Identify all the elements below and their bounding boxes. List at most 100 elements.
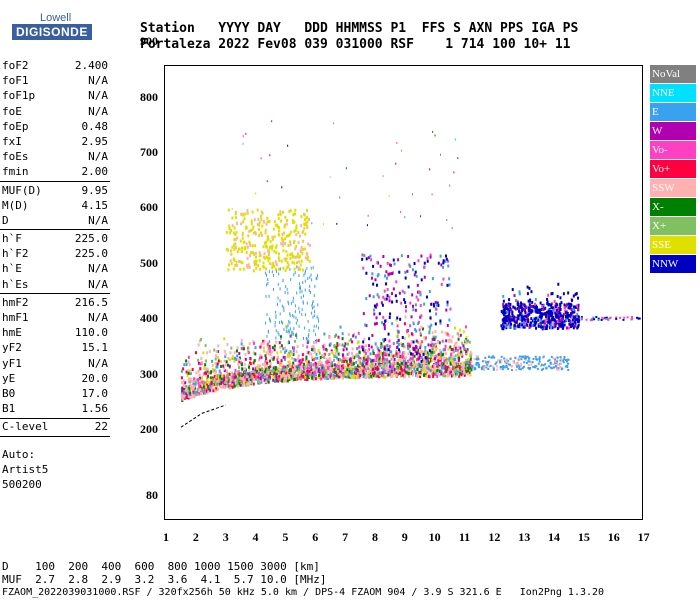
- parameter-value: 22: [94, 420, 108, 434]
- parameter-separator: [0, 417, 110, 419]
- parameter-value: N/A: [88, 213, 108, 227]
- parameter-separator: [0, 229, 110, 231]
- parameter-label: yE: [2, 371, 16, 385]
- parameter-value: 2.95: [81, 134, 109, 148]
- x-tick-label: 16: [607, 530, 620, 544]
- parameter-value: 216.5: [74, 295, 108, 309]
- parameter-value: 225.0: [74, 232, 108, 246]
- legend-item-vo: Vo+: [650, 160, 696, 178]
- legend-item-ssw: SSW: [650, 179, 696, 197]
- parameter-row: hmF1 N/A: [0, 310, 110, 325]
- ionogram-plot-frame: [164, 65, 643, 520]
- parameter-label: foEp: [2, 119, 29, 133]
- legend-item-w: W: [650, 122, 696, 140]
- y-tick-label: 300: [140, 366, 158, 381]
- parameter-label: foF1: [2, 74, 29, 88]
- x-tick-label: 6: [312, 530, 319, 544]
- ionogram-chart: [180, 120, 641, 428]
- parameter-row: B1 1.56: [0, 401, 110, 416]
- lowell-logo-text: Lowell: [40, 12, 72, 24]
- y-tick-label: 800: [140, 89, 158, 104]
- parameter-row: yF1 N/A: [0, 356, 110, 371]
- parameter-row: fxI 2.95: [0, 134, 110, 149]
- parameter-label: foEs: [2, 150, 29, 164]
- parameter-panel: foF2 2.400 foF1 N/A foF1p N/A foE N/A foEp 0.48 fx…: [0, 58, 110, 491]
- parameter-row: foE N/A: [0, 104, 110, 119]
- y-tick-label: 200: [140, 422, 158, 436]
- parameter-value: N/A: [88, 262, 108, 276]
- x-tick-label: 5: [282, 530, 289, 544]
- parameter-row: yE 20.0: [0, 371, 110, 386]
- parameter-value: 17.0: [81, 386, 109, 400]
- y-tick-label: 900: [140, 34, 158, 49]
- artist-label: Artist5: [2, 462, 49, 476]
- parameter-row: foF1p N/A: [0, 88, 110, 103]
- parameter-label: fmin: [2, 165, 29, 179]
- parameter-row: h`F 225.0: [0, 231, 110, 246]
- parameter-row: M(D) 4.15: [0, 198, 110, 213]
- parameter-label: fxI: [2, 134, 22, 148]
- legend-item-noval: NoVal: [650, 65, 696, 83]
- legend-item-x: X+: [650, 217, 696, 235]
- x-tick-label: 13: [518, 530, 531, 544]
- x-tick-label: 15: [577, 530, 590, 544]
- parameter-row: foEp 0.48: [0, 119, 110, 134]
- parameter-value: 4.15: [81, 198, 109, 212]
- parameter-value: 225.0: [74, 247, 108, 261]
- x-tick-label: 2: [192, 530, 199, 544]
- parameter-label: yF2: [2, 341, 22, 355]
- distance-row: D 100 200 400 600 800 1000 1500 3000 [km…: [2, 560, 320, 573]
- status-line: FZAOM_2022039031000.RSF / 320fx256h 50 k…: [2, 587, 605, 598]
- digisonde-logo: DIGISONDE: [12, 24, 92, 40]
- x-tick-label: 1: [163, 530, 169, 544]
- legend-item-nnw: NNW: [650, 255, 696, 273]
- parameter-value: 20.0: [81, 371, 109, 385]
- parameter-label: M(D): [2, 198, 29, 212]
- parameter-value: N/A: [88, 104, 108, 118]
- x-tick-label: 3: [222, 530, 229, 544]
- parameter-row: fmin 2.00: [0, 164, 110, 179]
- x-tick-label: 9: [401, 530, 408, 544]
- parameter-row: foF1 N/A: [0, 73, 110, 88]
- parameter-row: C-level 22: [0, 419, 110, 434]
- legend-item-x: X-: [650, 198, 696, 216]
- auto-label: Auto:: [2, 447, 36, 461]
- parameter-value: 1.56: [81, 402, 109, 416]
- parameter-label: C-level: [2, 420, 49, 434]
- parameter-separator: [0, 293, 110, 294]
- y-tick-label: 400: [140, 311, 158, 326]
- parameter-row: foEs N/A: [0, 149, 110, 164]
- parameter-value: N/A: [88, 356, 108, 370]
- parameter-label: B0: [2, 386, 16, 400]
- legend-item-sse: SSE: [650, 236, 696, 254]
- parameter-row: h`F2 225.0: [0, 246, 110, 261]
- code-label: 500200: [2, 477, 42, 491]
- parameter-value: 9.95: [81, 183, 109, 197]
- parameter-label: foF2: [2, 59, 29, 72]
- parameter-row: MUF(D) 9.95: [0, 183, 110, 198]
- legend-item-nne: NNE: [650, 84, 696, 102]
- parameter-value: 15.1: [81, 341, 109, 355]
- parameter-separator: [0, 180, 110, 182]
- legend-item-e: E: [650, 103, 696, 121]
- x-tick-label: 17: [637, 530, 650, 544]
- parameter-label: hmE: [2, 326, 22, 340]
- parameter-value: N/A: [88, 89, 108, 103]
- direction-legend: NoVal NNE E W Vo- Vo+ SSW X- X+ SSE NNW: [650, 65, 696, 274]
- parameter-row: h`E N/A: [0, 261, 110, 276]
- parameter-value: 110.0: [74, 326, 108, 340]
- x-tick-label: 14: [548, 530, 561, 544]
- muf-row: MUF 2.7 2.8 2.9 3.2 3.6 4.1 5.7 10.0 [MH…: [2, 573, 327, 586]
- parameter-value: 0.48: [81, 119, 109, 133]
- x-tick-label: 7: [342, 530, 349, 544]
- parameter-row: B0 17.0: [0, 386, 110, 401]
- x-tick-label: 4: [252, 530, 259, 544]
- parameter-label: hmF2: [2, 295, 29, 309]
- parameter-label: yF1: [2, 356, 22, 370]
- parameter-label: h`Es: [2, 277, 29, 291]
- header-column-titles: Station YYYY DAY DDD HHMMSS P1 FFS S AXN…: [140, 21, 579, 36]
- parameter-row: yF2 15.1: [0, 340, 110, 355]
- parameter-label: h`E: [2, 262, 22, 276]
- parameter-value: N/A: [88, 150, 108, 164]
- x-tick-label: 11: [458, 530, 471, 544]
